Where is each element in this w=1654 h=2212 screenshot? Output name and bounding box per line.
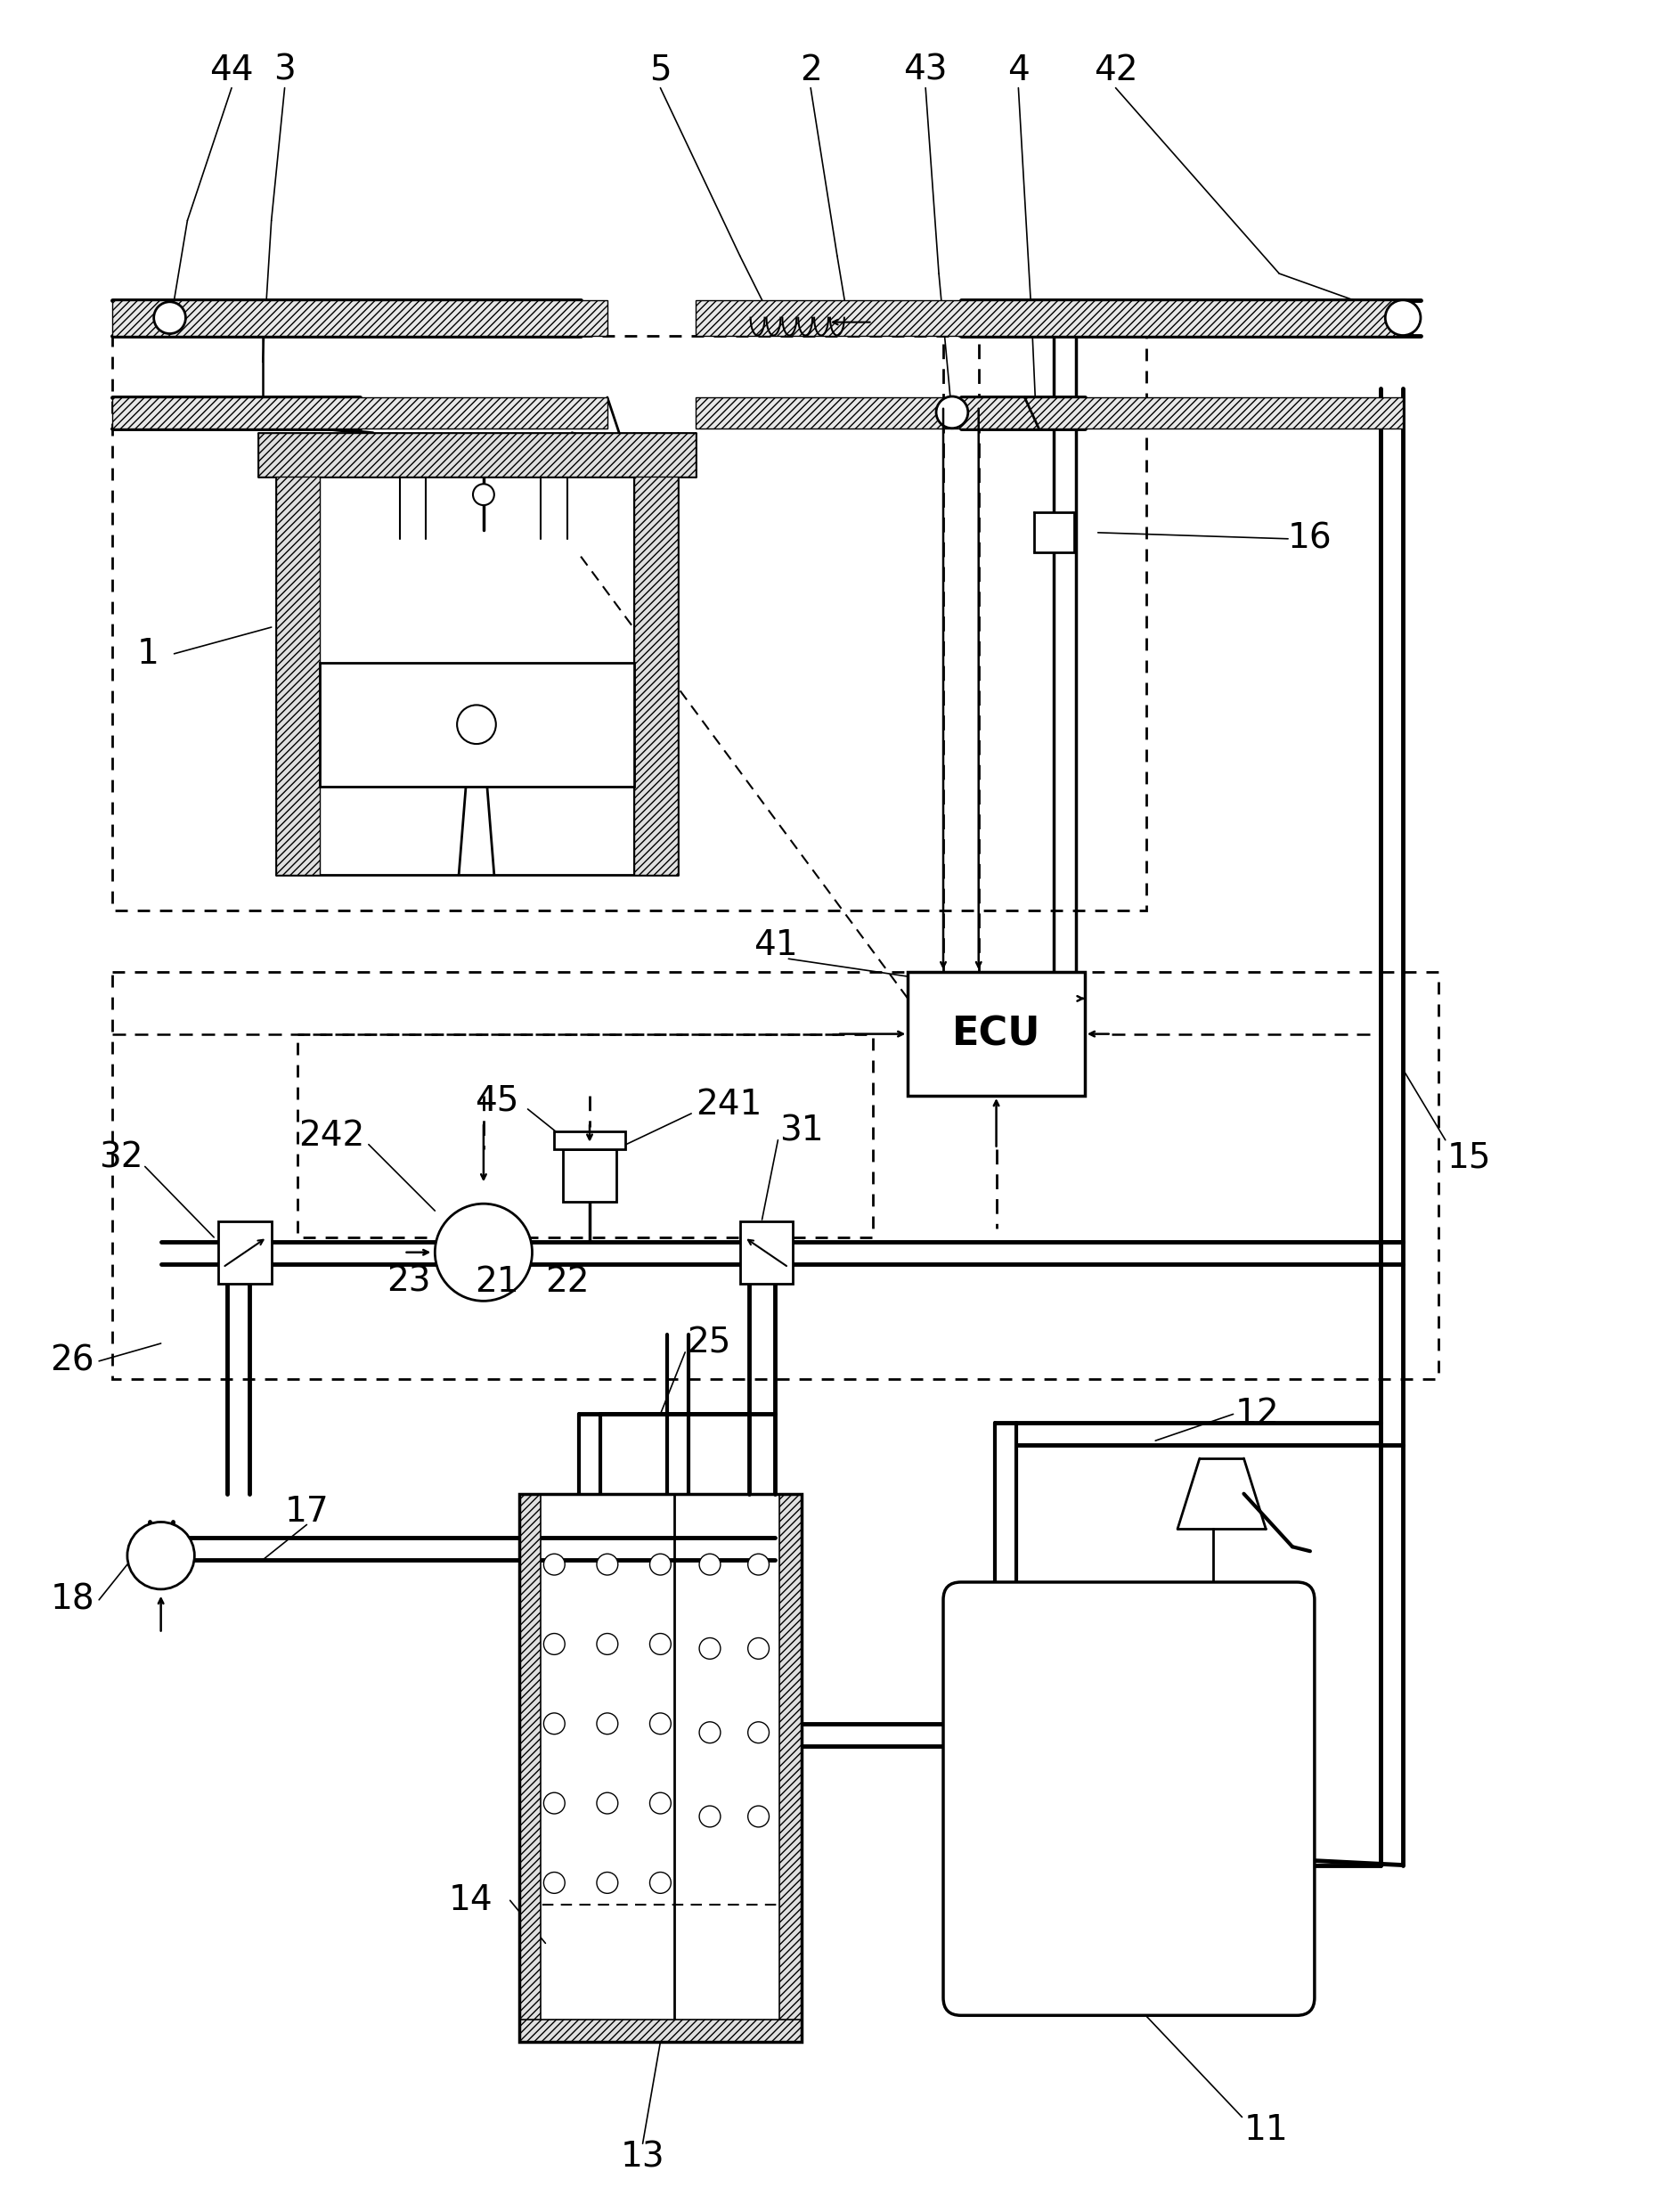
Bar xyxy=(519,2020,802,2042)
Text: 241: 241 xyxy=(696,1088,762,1121)
Circle shape xyxy=(748,1805,769,1827)
Circle shape xyxy=(650,1792,672,1814)
Text: 21: 21 xyxy=(475,1265,519,1298)
Text: 44: 44 xyxy=(210,53,253,86)
Circle shape xyxy=(544,1871,566,1893)
Circle shape xyxy=(597,1553,619,1575)
Bar xyxy=(1034,513,1073,553)
Text: 14: 14 xyxy=(448,1885,493,1918)
Text: 12: 12 xyxy=(1236,1398,1279,1431)
Bar xyxy=(218,1221,271,1283)
Circle shape xyxy=(544,1792,566,1814)
Text: 3: 3 xyxy=(273,53,296,86)
Text: 13: 13 xyxy=(620,2139,665,2174)
Text: 4: 4 xyxy=(1007,53,1029,86)
Circle shape xyxy=(127,1522,195,1588)
Bar xyxy=(519,1493,802,2042)
Circle shape xyxy=(748,1721,769,1743)
Circle shape xyxy=(435,1203,533,1301)
Circle shape xyxy=(457,706,496,743)
Circle shape xyxy=(700,1805,721,1827)
Circle shape xyxy=(748,1553,769,1575)
Circle shape xyxy=(700,1553,721,1575)
Text: 41: 41 xyxy=(753,929,797,962)
Circle shape xyxy=(597,1792,619,1814)
Text: 25: 25 xyxy=(686,1327,731,1360)
Text: 42: 42 xyxy=(1093,53,1138,86)
Text: 16: 16 xyxy=(1288,522,1333,555)
Bar xyxy=(276,434,319,874)
Text: 45: 45 xyxy=(475,1084,519,1117)
Circle shape xyxy=(700,1637,721,1659)
Circle shape xyxy=(544,1553,566,1575)
Circle shape xyxy=(154,301,185,334)
Circle shape xyxy=(650,1553,672,1575)
Text: 242: 242 xyxy=(298,1119,364,1152)
Bar xyxy=(633,434,678,874)
Circle shape xyxy=(1386,301,1421,336)
Bar xyxy=(554,1130,625,1148)
Circle shape xyxy=(544,1712,566,1734)
Circle shape xyxy=(748,1637,769,1659)
Circle shape xyxy=(700,1721,721,1743)
Circle shape xyxy=(597,1871,619,1893)
Text: 26: 26 xyxy=(50,1345,94,1378)
Circle shape xyxy=(936,396,968,429)
Text: 2: 2 xyxy=(799,53,822,86)
Bar xyxy=(739,1221,792,1283)
Text: 1: 1 xyxy=(137,637,159,670)
Bar xyxy=(696,398,1403,429)
Bar xyxy=(519,1493,541,2042)
Circle shape xyxy=(544,1632,566,1655)
Text: 23: 23 xyxy=(387,1265,430,1298)
FancyBboxPatch shape xyxy=(943,1582,1315,2015)
Text: ECU: ECU xyxy=(953,1015,1040,1053)
Bar xyxy=(319,664,633,785)
Text: 11: 11 xyxy=(1244,2112,1288,2148)
Text: 31: 31 xyxy=(779,1115,824,1148)
Bar xyxy=(112,301,607,336)
Circle shape xyxy=(597,1632,619,1655)
Bar xyxy=(779,1493,802,2042)
Text: 18: 18 xyxy=(50,1584,94,1617)
Text: 15: 15 xyxy=(1447,1141,1492,1175)
Bar xyxy=(696,301,1403,336)
Text: 32: 32 xyxy=(99,1141,144,1175)
Bar xyxy=(258,434,696,478)
Circle shape xyxy=(473,484,495,504)
Circle shape xyxy=(650,1871,672,1893)
Bar xyxy=(298,1033,873,1237)
Bar xyxy=(908,971,1085,1095)
Text: 5: 5 xyxy=(650,53,672,86)
Circle shape xyxy=(650,1632,672,1655)
Bar xyxy=(112,336,1146,909)
Bar xyxy=(112,971,1439,1378)
Text: 22: 22 xyxy=(546,1265,589,1298)
Text: 17: 17 xyxy=(284,1495,329,1528)
Text: 43: 43 xyxy=(903,53,948,86)
Circle shape xyxy=(650,1712,672,1734)
Circle shape xyxy=(597,1712,619,1734)
Bar xyxy=(112,398,607,429)
Bar xyxy=(562,1148,617,1201)
